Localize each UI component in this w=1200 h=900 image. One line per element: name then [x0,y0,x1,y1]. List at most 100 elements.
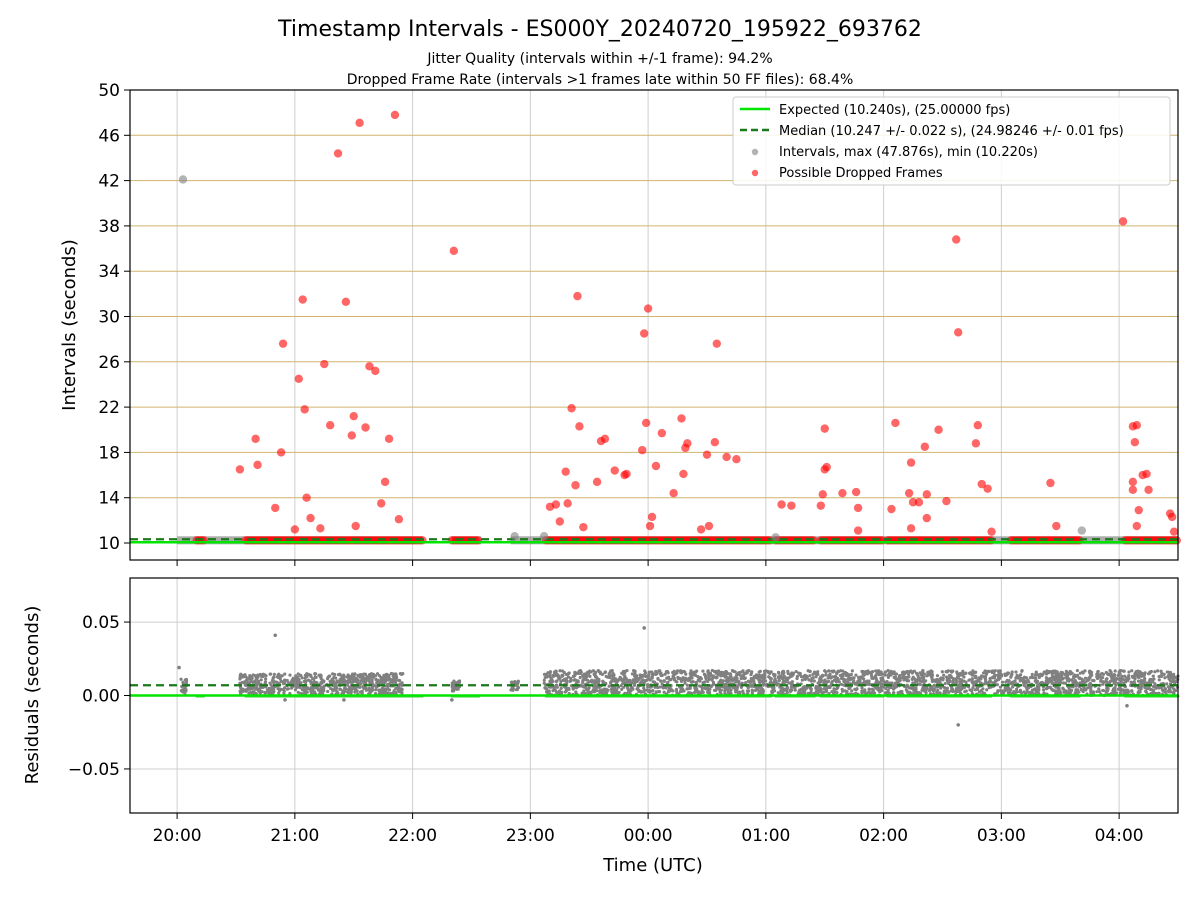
x-tick-label: 01:00 [741,826,790,846]
residual-point [802,675,806,679]
residual-point [734,673,739,677]
residual-point [920,672,924,676]
dropped-frame-point [1130,438,1140,447]
residual-point [1001,689,1005,693]
residual-point [633,669,637,673]
residual-point [512,680,517,684]
residual-point [921,669,925,674]
dropped-frame-point [320,359,329,369]
residual-point [732,669,736,673]
residual-point [1163,676,1167,680]
residual-point [393,691,397,695]
residual-point [613,677,617,681]
residual-point [367,677,371,682]
residual-point [1025,686,1029,691]
residual-point [745,670,749,675]
residual-point [348,688,352,692]
residual-point [987,669,992,674]
legend-expected-label: Expected (10.240s), (25.00000 fps) [779,103,1010,118]
residual-point [648,678,652,682]
dropped-frame-point [394,515,404,524]
legend-dropped-swatch [751,169,759,177]
dropped-frame-point [906,458,916,467]
residual-point [776,691,780,695]
legend-intervals-swatch [751,148,759,156]
residual-point [1112,689,1116,694]
residual-point [367,686,371,690]
residual-point [375,678,379,682]
dropped-frame-point [853,526,863,535]
residual-point [304,691,308,695]
interval-point [1077,526,1087,535]
residual-point [1095,672,1099,676]
residual-point [645,688,649,692]
residual-point [898,679,902,683]
residual-point [1037,675,1041,679]
residual-point [943,686,947,690]
residual-point [709,684,713,689]
residual-point [1083,676,1088,680]
residual-point [1050,681,1054,685]
dropped-frame-point [351,521,360,531]
residual-point [1009,675,1013,679]
dropped-frame-point [325,421,335,430]
residual-point [689,680,693,684]
residual-point [897,674,902,678]
residual-point [807,678,811,682]
residual-point [1160,688,1164,692]
residual-point [934,679,938,684]
interval-point [771,533,780,542]
residual-point [1060,677,1065,681]
chart-title: Timestamp Intervals - ES000Y_20240720_19… [277,17,922,42]
residual-point [886,668,890,673]
residual-point [377,673,381,678]
residual-point [301,688,305,692]
bottom-y-tick-label: 0.00 [82,687,120,707]
residual-point [946,676,950,681]
x-tick-label: 04:00 [1095,826,1144,846]
residual-point [510,680,514,684]
residual-point [1078,676,1082,680]
residual-point [1011,685,1015,689]
dropped-frame-point [276,448,286,457]
residual-point [1095,690,1099,694]
dropped-frame-point [294,374,303,383]
residual-point [1145,681,1149,685]
residual-point [660,673,664,677]
residual-point [881,672,885,676]
residual-point [1124,689,1128,693]
residual-point [1172,679,1176,683]
dropped-frame-point [377,499,386,508]
residual-point [861,669,865,674]
residual-point [769,677,773,681]
residual-point [285,678,289,683]
residual-point [1083,669,1087,673]
residual-point [663,672,667,676]
residual-point [770,690,774,694]
residual-point [584,678,588,682]
residual-point [938,691,942,695]
residual-point [282,691,286,695]
residual-point [1057,675,1061,679]
residual-point [1035,672,1039,676]
residual-point [256,688,261,693]
residual-point [951,669,955,673]
residual-point [885,691,889,695]
residual-point [949,689,953,693]
residual-point [1166,675,1170,679]
residual-point [1077,690,1081,694]
residual-point [606,688,610,692]
residual-point [1073,679,1078,683]
residual-point [644,678,649,682]
dropped-frame-point [341,297,351,306]
residual-point [653,685,657,689]
residual-point [855,681,860,685]
residual-point [782,688,786,692]
residual-point [889,671,893,676]
dropped-frame-point [952,235,961,244]
residual-point [646,674,651,678]
residual-point [1046,680,1051,684]
residual-point [1139,681,1143,685]
residual-point [1113,669,1117,673]
dropped-frame-point [1052,521,1061,531]
